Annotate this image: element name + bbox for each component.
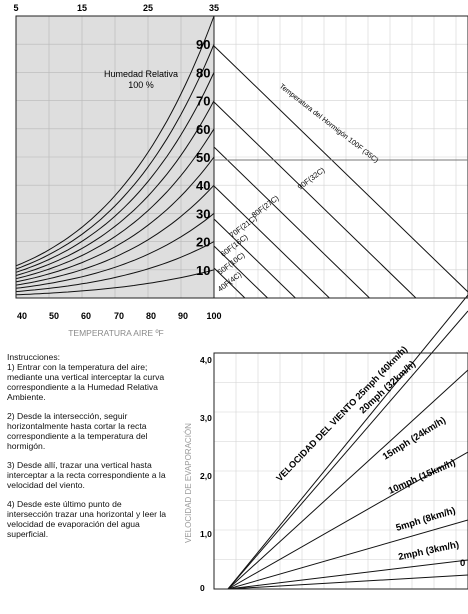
humidity-grid	[16, 16, 214, 298]
humidity-curve-70	[15, 100, 215, 276]
instruction-step-1: 1) Entrar con la temperatura del aire; m…	[7, 362, 165, 402]
humidity-curve-50	[15, 156, 215, 283]
humidity-label-70: 70	[196, 94, 210, 109]
humidity-label-50: 50	[196, 150, 210, 165]
bottom-chart-border	[213, 352, 468, 590]
wind-line-0	[227, 294, 468, 590]
evaporation-axis-label: VELOCIDAD DE EVAPORACIÓN	[184, 423, 193, 543]
evap-tick-1: 1,0	[200, 529, 212, 539]
air-temp-tick-80: 80	[146, 311, 156, 321]
humidity-label-60: 60	[196, 122, 210, 137]
wind-line-2	[227, 451, 468, 590]
humidity-label-20: 20	[196, 235, 210, 250]
top-tick-15: 15	[77, 3, 87, 13]
humidity-curve-labels: 90 80 70 60 50 40 30 20 10	[196, 37, 210, 278]
wind-line-4	[227, 559, 468, 590]
humidity-label-40: 40	[196, 178, 210, 193]
wind-line-labels: 20mph (32km/h)15mph (24km/h)10mph (15km/…	[358, 359, 466, 569]
top-tick-25: 25	[143, 3, 153, 13]
instruction-step-4: 4) Desde este último punto de intersecci…	[7, 499, 167, 539]
concrete-lines	[213, 45, 468, 299]
top-chart-border	[15, 15, 468, 299]
air-temp-tick-100: 100	[206, 311, 221, 321]
wind-grid	[214, 353, 468, 589]
instruction-step-2: 2) Desde la intersección, seguir horizon…	[7, 411, 148, 451]
air-temp-tick-90: 90	[178, 311, 188, 321]
air-temp-tick-40: 40	[17, 311, 27, 321]
humidity-curve-20	[15, 241, 215, 293]
instruction-step-3: 3) Desde allí, trazar una vertical hasta…	[7, 460, 166, 490]
concrete-line-2	[213, 185, 330, 299]
humidity-label-30: 30	[196, 206, 210, 221]
concrete-line-0	[213, 101, 417, 299]
wind-lines	[227, 294, 468, 590]
instructions-panel: Instrucciones: 1) Entrar con la temperat…	[7, 352, 167, 548]
wind-label-3: 5mph (8km/h)	[395, 505, 457, 534]
humidity-curve-100	[15, 15, 215, 267]
wind-line-1	[227, 369, 468, 590]
humidity-100-label: 100 %	[128, 80, 154, 90]
wind-line-3	[227, 519, 468, 590]
evap-tick-4: 4,0	[200, 355, 212, 365]
wind-line-5	[227, 574, 468, 590]
humidity-curve-30	[15, 213, 215, 289]
humidity-label-80: 80	[196, 65, 210, 80]
humidity-curve-60	[15, 128, 215, 280]
humidity-curve-10	[15, 269, 215, 296]
concrete-grid	[214, 16, 468, 298]
air-temp-tick-60: 60	[81, 311, 91, 321]
concrete-line-4	[213, 245, 268, 299]
wind-label-2: 10mph (15km/h)	[387, 457, 458, 496]
evap-tick-0: 0	[200, 583, 205, 593]
humidity-title: Humedad Relativa	[104, 69, 178, 79]
air-temp-axis-label: TEMPERATURA AIRE ºF	[68, 328, 164, 338]
humidity-curves	[15, 15, 215, 296]
evap-tick-3: 3,0	[200, 413, 212, 423]
concrete-line-1	[213, 146, 370, 299]
air-temp-tick-70: 70	[114, 311, 124, 321]
concrete-line-100f	[213, 45, 468, 293]
concrete-line-5	[213, 267, 246, 299]
instructions-heading: Instrucciones:	[7, 352, 61, 362]
air-temp-tick-50: 50	[49, 311, 59, 321]
humidity-label-10: 10	[196, 263, 210, 278]
humidity-curve-40	[15, 184, 215, 286]
wind-title-label: VELOCIDAD DEL VIENTO 25mph (40km/h)	[274, 344, 409, 483]
wind-label-1: 15mph (24km/h)	[381, 415, 448, 463]
humidity-curve-90	[15, 44, 215, 270]
chart-frames	[15, 15, 468, 590]
concrete-line-3	[213, 218, 296, 299]
humidity-curve-80	[15, 72, 215, 273]
wind-label-5: 0	[460, 558, 465, 569]
top-tick-5: 5	[13, 3, 18, 13]
wind-line-25mph	[227, 310, 468, 590]
top-tick-35: 35	[209, 3, 219, 13]
humidity-label-90: 90	[196, 37, 210, 52]
evap-tick-2: 2,0	[200, 471, 212, 481]
concrete-label-0: 90F(32C)	[296, 165, 327, 192]
